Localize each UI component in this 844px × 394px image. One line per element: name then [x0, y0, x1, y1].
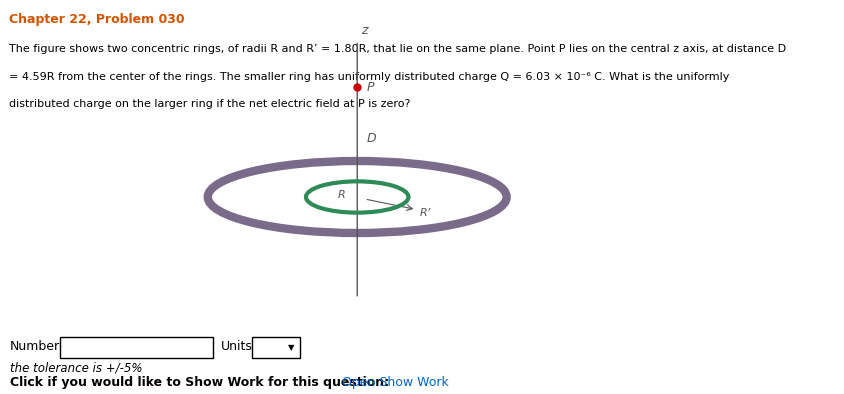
Text: distributed charge on the larger ring if the net electric field at P is zero?: distributed charge on the larger ring if… — [8, 99, 410, 109]
Text: P: P — [366, 81, 374, 94]
Text: The figure shows two concentric rings, of radii R and R’ = 1.80R, that lie on th: The figure shows two concentric rings, o… — [8, 45, 786, 54]
Text: D: D — [366, 132, 376, 145]
Text: z: z — [360, 24, 367, 37]
Text: Number: Number — [10, 340, 60, 353]
FancyBboxPatch shape — [252, 336, 300, 358]
Text: Chapter 22, Problem 030: Chapter 22, Problem 030 — [8, 13, 184, 26]
Text: R’: R’ — [419, 208, 431, 218]
Text: ▼: ▼ — [288, 343, 295, 352]
Text: R: R — [338, 190, 345, 200]
Text: Click if you would like to Show Work for this question:: Click if you would like to Show Work for… — [10, 376, 389, 389]
Text: = 4.59R from the center of the rings. The smaller ring has uniformly distributed: = 4.59R from the center of the rings. Th… — [8, 72, 729, 82]
Text: Units: Units — [220, 340, 252, 353]
Text: Open Show Work: Open Show Work — [342, 376, 448, 389]
FancyBboxPatch shape — [60, 336, 213, 358]
Text: the tolerance is +/-5%: the tolerance is +/-5% — [10, 362, 143, 375]
